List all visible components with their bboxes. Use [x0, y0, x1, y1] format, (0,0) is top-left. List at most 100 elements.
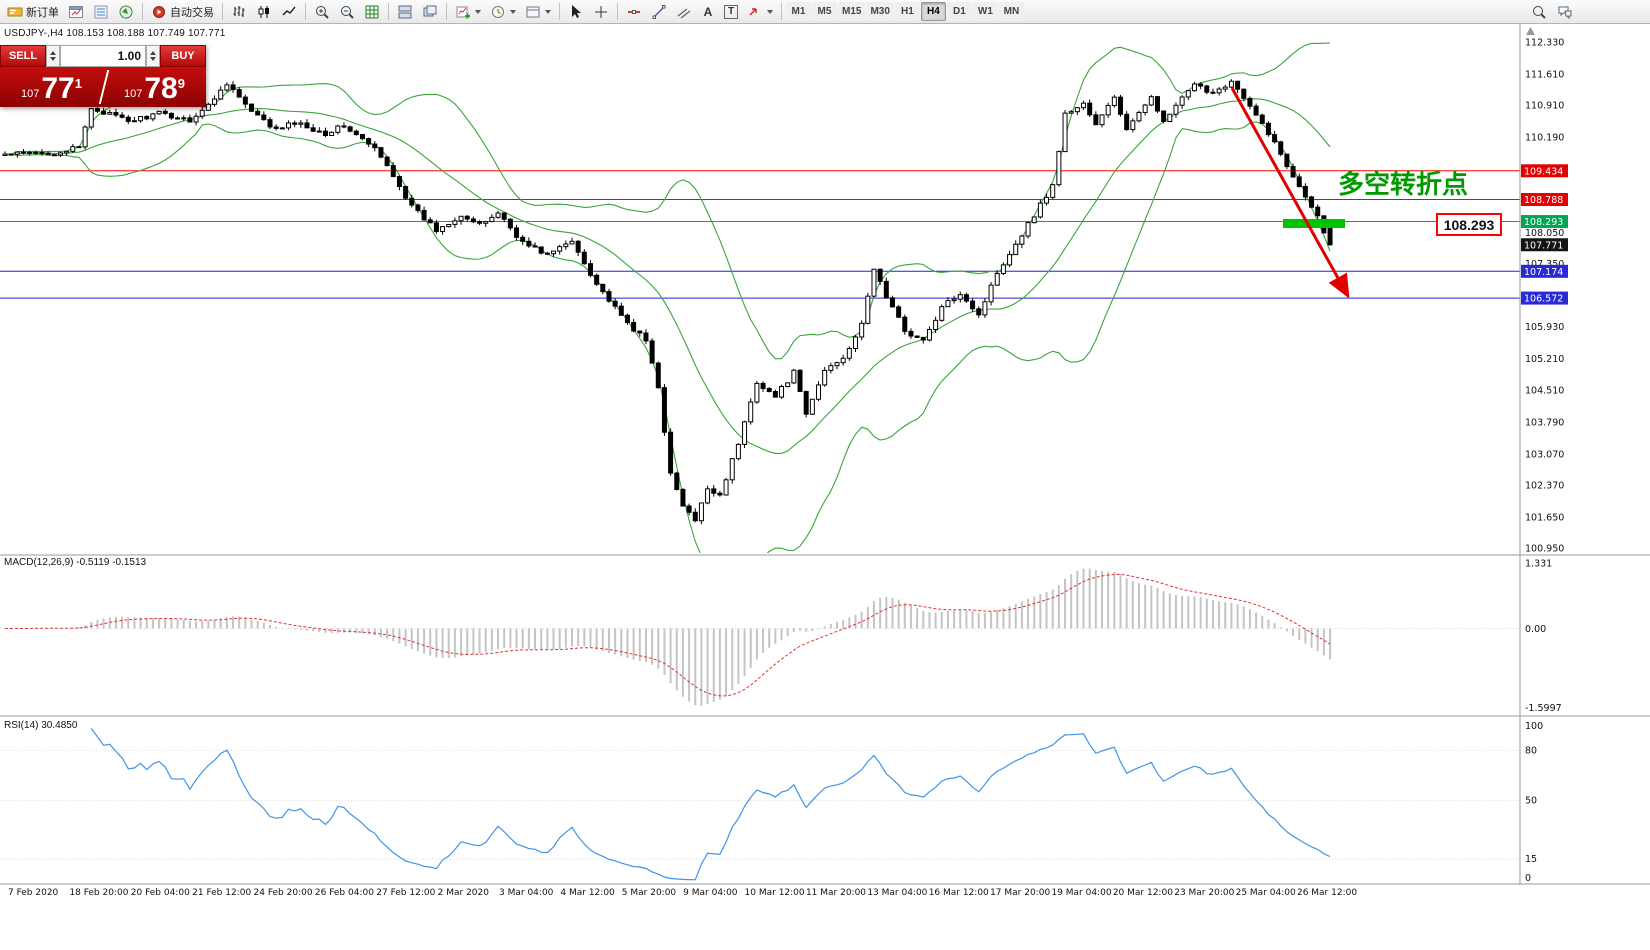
crosshair-button[interactable]: [589, 1, 613, 22]
sell-button[interactable]: SELL: [0, 45, 46, 67]
market-watch-button[interactable]: [89, 1, 113, 22]
auto-trading-button[interactable]: 自动交易: [147, 1, 218, 22]
rsi-panel[interactable]: [0, 728, 1520, 881]
sell-quote-pip: 1: [74, 76, 82, 91]
charts-window-button[interactable]: [64, 1, 88, 22]
candlestick-chart-icon: [258, 5, 269, 18]
chart-window-icon: [69, 5, 83, 18]
toolbar-separator: [388, 3, 389, 20]
line-chart-type-button[interactable]: [277, 1, 301, 22]
step-down-icon: [150, 57, 156, 61]
zoom-out-button[interactable]: [335, 1, 359, 22]
svg-text:105.930: 105.930: [1525, 322, 1564, 333]
volume-input[interactable]: [60, 45, 146, 67]
toolbar-separator: [446, 3, 447, 20]
timeframe-w1[interactable]: W1: [972, 2, 998, 21]
new-chart-button[interactable]: [451, 1, 485, 22]
zoom-in-icon: [316, 5, 329, 19]
arrows-button[interactable]: [743, 1, 777, 22]
svg-text:0.00: 0.00: [1525, 624, 1546, 635]
cascade-windows-icon: [423, 5, 437, 16]
cursor-button[interactable]: [564, 1, 588, 22]
toolbar: 新订单 自动交易 A T M1 M5 M15 M30 H1 H4 D1 W1 M…: [0, 0, 1650, 24]
svg-text:0: 0: [1525, 873, 1531, 884]
volume-stepper-right[interactable]: [146, 45, 160, 67]
horizontal-line-button[interactable]: [622, 1, 646, 22]
bar-chart-type-button[interactable]: [227, 1, 251, 22]
buy-button[interactable]: BUY: [160, 45, 206, 67]
price-axis[interactable]: 112.330 111.610 110.910 110.190 108.050 107.3…: [0, 24, 1650, 885]
dropdown-caret: [545, 9, 551, 14]
quote-row: 107 77 1 107 78 9: [0, 67, 206, 107]
new-order-button[interactable]: 新订单: [3, 1, 63, 22]
trend-annotation[interactable]: 多空转折点: [1338, 170, 1469, 200]
macd-indicator-label: MACD(12,26,9) -0.5119 -0.1513: [4, 557, 147, 568]
tile-windows-icon: [398, 5, 412, 18]
templates-button[interactable]: [521, 1, 555, 22]
text-label-button[interactable]: T: [720, 1, 742, 22]
chat-button[interactable]: [1553, 1, 1577, 22]
timeframe-h4[interactable]: H4: [920, 2, 946, 21]
trendline-button[interactable]: [647, 1, 671, 22]
svg-text:103.070: 103.070: [1525, 449, 1564, 460]
drawn-objects[interactable]: [1230, 87, 1350, 299]
svg-text:80: 80: [1525, 745, 1537, 756]
candles[interactable]: [2, 79, 1333, 525]
zoom-in-button[interactable]: [310, 1, 334, 22]
toolbar-separator: [781, 3, 782, 20]
timeframe-m5[interactable]: M5: [812, 2, 837, 21]
svg-text:13 Mar 04:00: 13 Mar 04:00: [867, 888, 927, 898]
toolbar-separator: [559, 3, 560, 20]
step-up-icon: [50, 51, 56, 55]
svg-text:2 Mar 2020: 2 Mar 2020: [438, 888, 490, 898]
svg-text:17 Mar 20:00: 17 Mar 20:00: [990, 888, 1050, 898]
svg-text:110.190: 110.190: [1525, 133, 1564, 144]
navigator-button[interactable]: [114, 1, 138, 22]
cascade-windows-button[interactable]: [418, 1, 442, 22]
svg-text:5 Mar 20:00: 5 Mar 20:00: [622, 888, 677, 898]
timeframe-m1[interactable]: M1: [786, 2, 811, 21]
text-button[interactable]: A: [697, 1, 719, 22]
svg-text:11 Mar 20:00: 11 Mar 20:00: [806, 888, 866, 898]
channel-button[interactable]: [672, 1, 696, 22]
svg-text:111.610: 111.610: [1525, 70, 1564, 81]
svg-text:-1.5997: -1.5997: [1525, 703, 1562, 714]
volume-stepper-left[interactable]: [46, 45, 60, 67]
tile-windows-button[interactable]: [393, 1, 417, 22]
svg-text:23 Mar 20:00: 23 Mar 20:00: [1174, 888, 1234, 898]
svg-text:18 Feb 20:00: 18 Feb 20:00: [69, 888, 128, 898]
time-axis[interactable]: 7 Feb 2020 18 Feb 20:00 20 Feb 04:00 21 Feb…: [8, 888, 1357, 898]
timeframe-m15[interactable]: M15: [838, 2, 866, 21]
highlight-bar: [1283, 219, 1345, 228]
grid-button[interactable]: [360, 1, 384, 22]
search-button[interactable]: [1527, 1, 1551, 22]
level-lines[interactable]: [0, 170, 1520, 299]
svg-text:101.650: 101.650: [1525, 512, 1564, 523]
svg-text:26 Mar 12:00: 26 Mar 12:00: [1297, 888, 1357, 898]
svg-text:1.331: 1.331: [1525, 558, 1552, 569]
profiles-button[interactable]: [486, 1, 520, 22]
timeframe-h1[interactable]: H1: [894, 2, 920, 21]
svg-text:105.210: 105.210: [1525, 354, 1564, 365]
auto-trading-icon: [153, 5, 165, 18]
svg-text:109.434: 109.434: [1524, 166, 1563, 177]
timeframe-mn[interactable]: MN: [998, 2, 1024, 21]
sell-quote[interactable]: 107 77 1: [0, 67, 103, 107]
scroll-marker: [1526, 27, 1535, 35]
timeframe-m30[interactable]: M30: [866, 2, 894, 21]
candlestick-type-button[interactable]: [252, 1, 276, 22]
text-label-icon: T: [724, 4, 738, 19]
dropdown-caret: [767, 9, 773, 14]
svg-text:106.572: 106.572: [1524, 294, 1563, 305]
svg-text:27 Feb 12:00: 27 Feb 12:00: [376, 888, 435, 898]
trendline-icon: [652, 4, 666, 19]
timeframe-d1[interactable]: D1: [946, 2, 972, 21]
buy-quote[interactable]: 107 78 9: [103, 67, 206, 107]
line-chart-icon: [282, 6, 296, 15]
price-callout[interactable]: 108.293: [1436, 213, 1502, 236]
dropdown-caret: [475, 9, 481, 14]
macd-panel[interactable]: [0, 568, 1520, 706]
buy-quote-big: 78: [144, 72, 178, 105]
new-chart-icon: [456, 6, 470, 18]
